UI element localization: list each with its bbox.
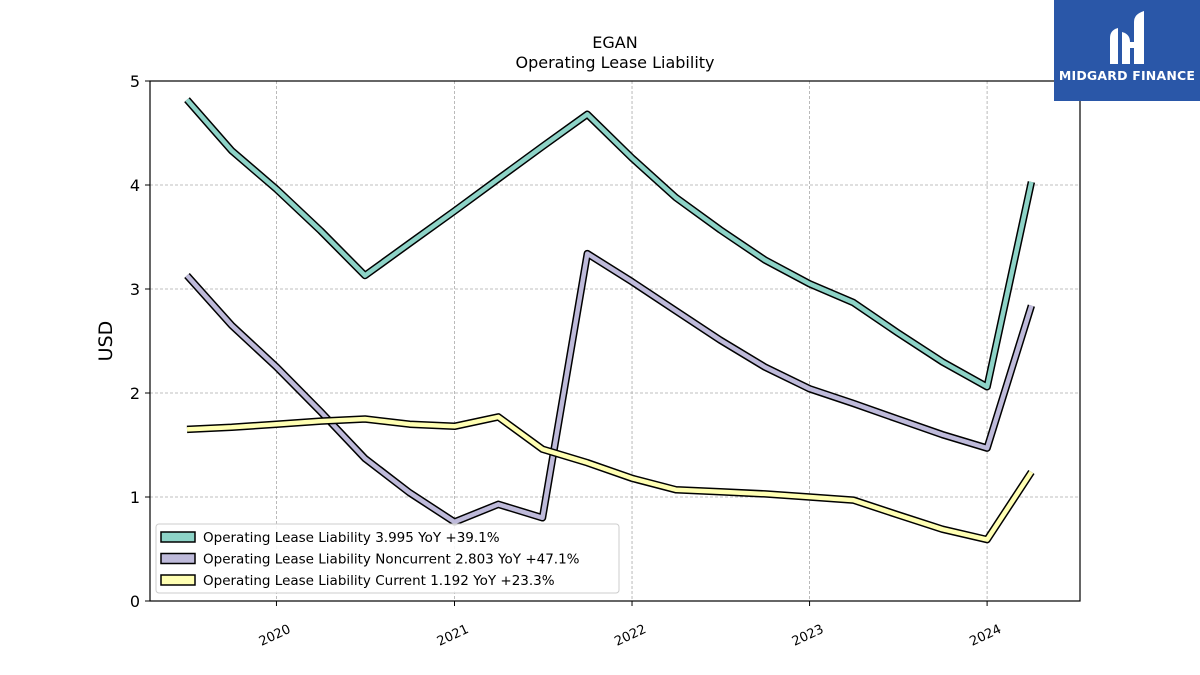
legend: Operating Lease Liability 3.995 YoY +39.… (155, 523, 620, 594)
x-tick-label: 2020 (257, 622, 293, 650)
series-lines (184, 97, 1036, 544)
series-line (185, 251, 1034, 525)
plot-frame (149, 80, 1081, 602)
mf-monogram-icon (1110, 11, 1144, 64)
y-tick-label: 2 (130, 384, 140, 403)
y-tick-label: 0 (130, 592, 140, 611)
y-axis-ticks: 0 1 2 3 4 5 (130, 72, 150, 611)
legend-label: Operating Lease Liability Noncurrent 2.8… (203, 552, 580, 568)
chart-subtitle: Operating Lease Liability (515, 53, 714, 72)
series-2 (186, 413, 1035, 544)
x-axis-ticks: 2020 2021 2022 2023 2024 (257, 601, 1004, 650)
y-tick-label: 3 (130, 280, 140, 299)
chart-title: EGAN (592, 33, 637, 52)
series-line-outline (184, 249, 1035, 526)
series-line-outline (186, 413, 1035, 544)
x-tick-label: 2021 (435, 622, 471, 650)
series-line (185, 98, 1034, 390)
legend-swatch (160, 531, 196, 543)
brand-logo: MIDGARD FINANCE (1054, 0, 1200, 101)
series-1 (184, 249, 1035, 526)
y-tick-label: 5 (130, 72, 140, 91)
series-line (186, 414, 1034, 542)
series-line-outline (184, 97, 1036, 391)
legend-label: Operating Lease Liability 3.995 YoY +39.… (203, 530, 500, 546)
grid-lines (150, 80, 1080, 602)
legend-label: Operating Lease Liability Current 1.192 … (203, 573, 555, 589)
legend-swatch (160, 552, 196, 565)
brand-name: MIDGARD FINANCE (1058, 68, 1196, 83)
y-axis-label: USD (95, 321, 117, 362)
x-tick-label: 2024 (967, 622, 1003, 650)
x-tick-label: 2022 (612, 622, 648, 650)
y-tick-label: 4 (130, 176, 140, 195)
legend-box (155, 523, 620, 594)
x-tick-label: 2023 (790, 622, 826, 650)
series-0 (184, 97, 1036, 391)
legend-swatch (160, 574, 196, 586)
y-tick-label: 1 (130, 488, 140, 507)
